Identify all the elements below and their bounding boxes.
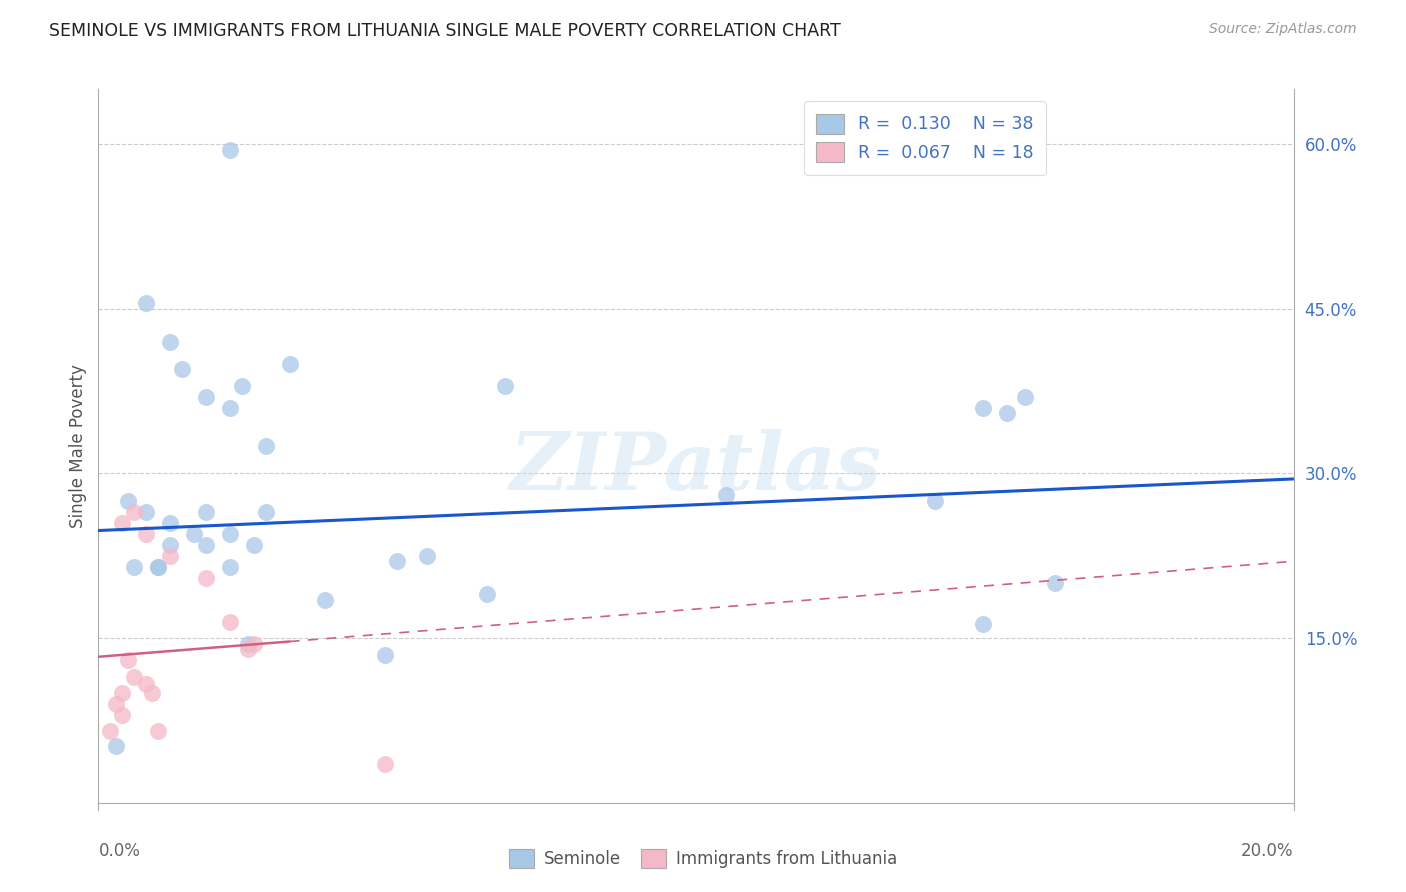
- Point: [148, 724, 170, 739]
- Point: [475, 587, 498, 601]
- Point: [105, 697, 128, 711]
- Point: [1014, 390, 1036, 404]
- Point: [254, 505, 277, 519]
- Text: 0.0%: 0.0%: [98, 842, 141, 860]
- Point: [972, 401, 994, 415]
- Point: [111, 708, 134, 723]
- Point: [924, 494, 946, 508]
- Text: Source: ZipAtlas.com: Source: ZipAtlas.com: [1209, 22, 1357, 37]
- Point: [148, 559, 170, 574]
- Point: [243, 637, 266, 651]
- Y-axis label: Single Male Poverty: Single Male Poverty: [69, 364, 87, 528]
- Legend: Seminole, Immigrants from Lithuania: Seminole, Immigrants from Lithuania: [502, 843, 904, 875]
- Point: [231, 378, 253, 392]
- Point: [219, 401, 242, 415]
- Point: [195, 390, 218, 404]
- Point: [195, 538, 218, 552]
- Text: ZIPatlas: ZIPatlas: [510, 429, 882, 506]
- Point: [385, 554, 409, 568]
- Point: [219, 615, 242, 629]
- Point: [374, 757, 396, 772]
- Point: [972, 616, 994, 631]
- Point: [243, 538, 266, 552]
- Point: [141, 686, 163, 700]
- Point: [98, 724, 122, 739]
- Point: [195, 571, 218, 585]
- Point: [219, 559, 242, 574]
- Point: [183, 526, 205, 541]
- Point: [135, 296, 157, 310]
- Point: [995, 406, 1018, 420]
- Point: [111, 686, 134, 700]
- Point: [117, 494, 139, 508]
- Point: [159, 538, 181, 552]
- Point: [236, 642, 259, 657]
- Point: [714, 488, 737, 502]
- Point: [111, 516, 134, 530]
- Point: [117, 653, 139, 667]
- Point: [148, 559, 170, 574]
- Point: [124, 669, 146, 683]
- Point: [494, 378, 516, 392]
- Legend: R =  0.130    N = 38, R =  0.067    N = 18: R = 0.130 N = 38, R = 0.067 N = 18: [804, 102, 1046, 175]
- Point: [135, 526, 157, 541]
- Point: [124, 505, 146, 519]
- Point: [105, 739, 128, 753]
- Point: [315, 592, 337, 607]
- Point: [195, 505, 218, 519]
- Point: [135, 505, 157, 519]
- Text: 20.0%: 20.0%: [1241, 842, 1294, 860]
- Text: SEMINOLE VS IMMIGRANTS FROM LITHUANIA SINGLE MALE POVERTY CORRELATION CHART: SEMINOLE VS IMMIGRANTS FROM LITHUANIA SI…: [49, 22, 841, 40]
- Point: [1043, 576, 1066, 591]
- Point: [135, 677, 157, 691]
- Point: [374, 648, 396, 662]
- Point: [159, 334, 181, 349]
- Point: [124, 559, 146, 574]
- Point: [159, 516, 181, 530]
- Point: [159, 549, 181, 563]
- Point: [236, 637, 259, 651]
- Point: [416, 549, 439, 563]
- Point: [219, 143, 242, 157]
- Point: [172, 362, 194, 376]
- Point: [219, 526, 242, 541]
- Point: [278, 357, 301, 371]
- Point: [254, 439, 277, 453]
